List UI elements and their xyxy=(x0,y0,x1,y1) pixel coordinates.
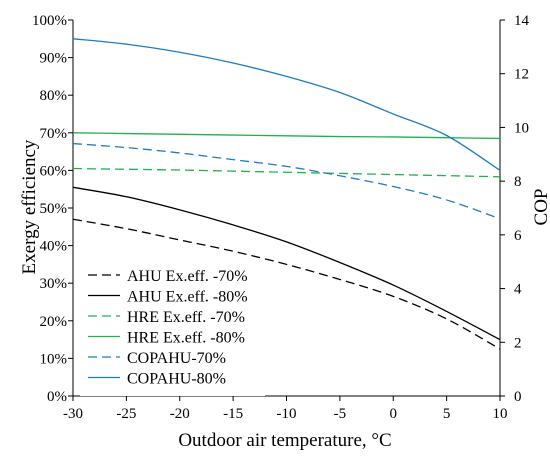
series-line-5 xyxy=(72,142,501,220)
x-tick-label: -10 xyxy=(277,406,297,422)
ticks: -30 -25 -20 -15 -10 -5 0 5 100%10%20%30%40%50%60… xyxy=(32,13,530,422)
y2-tick-label: 2 xyxy=(514,335,522,351)
x-tick-label: -5 xyxy=(334,406,347,422)
x-tick-label: -15 xyxy=(223,406,243,422)
y-tick-label: 0% xyxy=(47,389,67,405)
y-tick-label: 30% xyxy=(40,276,68,292)
y-tick-label: 20% xyxy=(40,314,68,330)
x-tick-label: 5 xyxy=(443,406,451,422)
legend-label-3: HRE Ex.eff. -70% xyxy=(127,309,245,326)
x-tick-label: -30 xyxy=(63,406,83,422)
y2-tick-label: 4 xyxy=(514,282,522,298)
x-tick-label: 10 xyxy=(493,406,508,422)
series-line-6 xyxy=(72,38,501,171)
legend-label-6: COPAHU-80% xyxy=(127,371,226,388)
legend-label-1: AHU Ex.eff. -70% xyxy=(127,268,248,285)
x-tick-label: -25 xyxy=(116,406,136,422)
y-tick-label: 100% xyxy=(32,13,67,29)
y2-axis-title: COP xyxy=(531,189,550,226)
y2-tick-label: 14 xyxy=(514,13,530,29)
y2-tick-label: 10 xyxy=(514,120,529,136)
y2-tick-label: 8 xyxy=(514,174,522,190)
y-tick-label: 80% xyxy=(40,88,68,104)
x-tick-label: 0 xyxy=(390,406,398,422)
y-tick-label: 50% xyxy=(40,201,68,217)
x-axis-title: Outdoor air temperature, °C xyxy=(178,430,391,451)
legend-label-2: AHU Ex.eff. -80% xyxy=(127,289,248,306)
y2-tick-label: 12 xyxy=(514,67,529,83)
legend-background xyxy=(80,262,265,396)
y2-tick-label: 0 xyxy=(514,389,522,405)
series-lines xyxy=(72,38,501,350)
y-tick-label: 70% xyxy=(40,126,68,142)
y-tick-label: 90% xyxy=(40,51,68,67)
x-tick-label: -20 xyxy=(170,406,190,422)
y-tick-label: 60% xyxy=(40,163,68,179)
legend-label-5: COPAHU-70% xyxy=(127,350,226,367)
series-line-1 xyxy=(72,218,501,350)
y-tick-label: 10% xyxy=(40,351,68,367)
y2-tick-label: 6 xyxy=(514,228,522,244)
series-line-4 xyxy=(72,132,501,140)
y-tick-label: 40% xyxy=(40,239,68,255)
legend-label-4: HRE Ex.eff. -80% xyxy=(127,330,245,347)
series-line-2 xyxy=(72,186,501,341)
y-axis-title: Exergy efficiency xyxy=(19,139,40,274)
series-line-3 xyxy=(72,167,501,178)
legend: AHU Ex.eff. -70% AHU Ex.eff. -80% HRE Ex.e… xyxy=(88,268,248,388)
